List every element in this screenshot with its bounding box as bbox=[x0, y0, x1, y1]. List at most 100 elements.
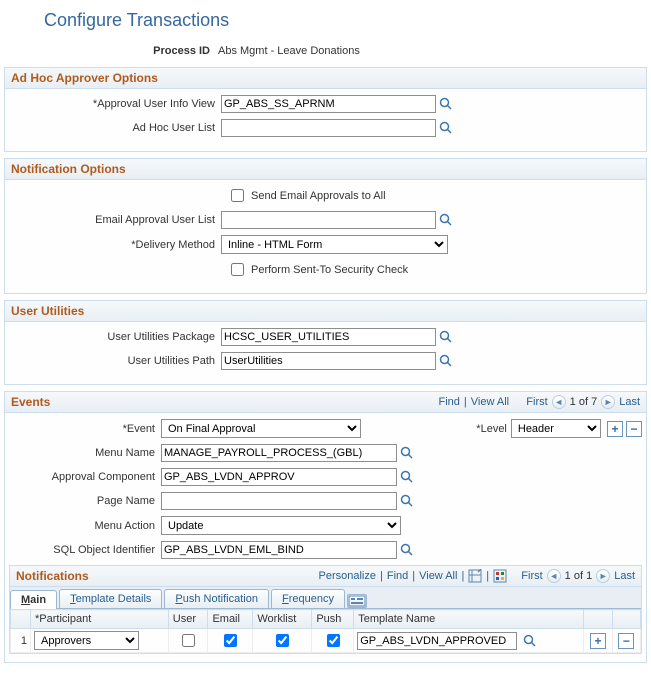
notif-personalize-link[interactable]: Personalize bbox=[319, 570, 376, 582]
notif-find-link[interactable]: Find bbox=[387, 570, 408, 582]
next-icon[interactable]: ► bbox=[601, 395, 615, 409]
col-push: Push bbox=[312, 610, 354, 629]
lookup-icon[interactable] bbox=[439, 121, 453, 135]
show-all-tabs-icon[interactable] bbox=[347, 594, 367, 608]
delivery-method-select[interactable]: Inline - HTML Form bbox=[221, 235, 448, 254]
page-name-input[interactable] bbox=[161, 492, 397, 510]
lookup-icon[interactable] bbox=[400, 470, 414, 484]
table-row: 1 Approvers + − bbox=[11, 629, 641, 653]
lookup-icon[interactable] bbox=[439, 354, 453, 368]
lookup-icon[interactable] bbox=[400, 446, 414, 460]
push-checkbox[interactable] bbox=[327, 634, 340, 647]
worklist-checkbox[interactable] bbox=[276, 634, 289, 647]
user-util-path-label: User Utilities Path bbox=[9, 355, 221, 367]
tab-frequency[interactable]: Frequency bbox=[271, 589, 345, 608]
lookup-icon[interactable] bbox=[400, 494, 414, 508]
adhoc-title: Ad Hoc Approver Options bbox=[11, 71, 158, 85]
user-util-path-input[interactable] bbox=[221, 352, 436, 370]
user-checkbox[interactable] bbox=[182, 634, 195, 647]
events-last-link[interactable]: Last bbox=[619, 396, 640, 408]
process-id-label: Process ID bbox=[4, 45, 216, 57]
delete-row-button[interactable]: − bbox=[618, 633, 634, 649]
add-row-button[interactable]: + bbox=[590, 633, 606, 649]
user-util-package-input[interactable] bbox=[221, 328, 436, 346]
tab-main[interactable]: Main bbox=[10, 590, 57, 609]
process-id-row: Process ID Abs Mgmt - Leave Donations bbox=[4, 41, 647, 67]
notif-opts-header: Notification Options bbox=[5, 159, 646, 180]
events-find-link[interactable]: Find bbox=[439, 396, 460, 408]
template-name-input[interactable] bbox=[357, 632, 517, 650]
notifications-grid: Notifications Personalize | Find | View … bbox=[9, 565, 642, 654]
adhoc-header: Ad Hoc Approver Options bbox=[5, 68, 646, 89]
user-util-package-label: User Utilities Package bbox=[9, 331, 221, 343]
email-approval-user-list-input[interactable] bbox=[221, 211, 436, 229]
events-title: Events bbox=[11, 395, 50, 409]
delete-row-button[interactable]: − bbox=[626, 421, 642, 437]
adhoc-user-list-input[interactable] bbox=[221, 119, 436, 137]
notif-last-link[interactable]: Last bbox=[614, 570, 635, 582]
col-template-name: Template Name bbox=[354, 610, 584, 629]
notif-opts-title: Notification Options bbox=[11, 162, 126, 176]
lookup-icon[interactable] bbox=[439, 97, 453, 111]
lookup-icon[interactable] bbox=[439, 213, 453, 227]
prev-icon[interactable]: ◄ bbox=[552, 395, 566, 409]
page-name-label: Page Name bbox=[9, 495, 161, 507]
delivery-method-label: Delivery Method bbox=[9, 239, 221, 251]
notif-table: Participant User Email Worklist Push Tem… bbox=[10, 609, 641, 653]
events-groupbox: Events Find | View All First ◄ 1 of 7 ► … bbox=[4, 391, 647, 663]
col-participant: Participant bbox=[35, 613, 91, 625]
lookup-icon[interactable] bbox=[400, 543, 414, 557]
user-util-header: User Utilities bbox=[5, 301, 646, 322]
events-viewall-link[interactable]: View All bbox=[471, 396, 509, 408]
menu-action-select[interactable]: Update bbox=[161, 516, 401, 535]
col-email: Email bbox=[208, 610, 253, 629]
zoom-icon[interactable] bbox=[468, 569, 482, 583]
lookup-icon[interactable] bbox=[523, 634, 537, 648]
menu-action-label: Menu Action bbox=[9, 520, 161, 532]
level-select[interactable]: Header bbox=[511, 419, 601, 438]
approval-user-info-view-input[interactable] bbox=[221, 95, 436, 113]
notif-counter: 1 of 1 bbox=[565, 570, 593, 582]
perform-sent-to-checkbox[interactable] bbox=[231, 263, 244, 276]
event-select[interactable]: On Final Approval bbox=[161, 419, 361, 438]
process-id-value: Abs Mgmt - Leave Donations bbox=[216, 45, 360, 57]
send-email-all-label: Send Email Approvals to All bbox=[251, 190, 386, 202]
adhoc-user-list-label: Ad Hoc User List bbox=[9, 122, 221, 134]
download-icon[interactable] bbox=[493, 569, 507, 583]
approval-component-input[interactable] bbox=[161, 468, 397, 486]
menu-name-input[interactable] bbox=[161, 444, 397, 462]
email-approval-user-list-label: Email Approval User List bbox=[9, 214, 221, 226]
send-email-all-checkbox[interactable] bbox=[231, 189, 244, 202]
row-idx: 1 bbox=[11, 629, 31, 653]
notif-first-link[interactable]: First bbox=[521, 570, 542, 582]
user-utilities-groupbox: User Utilities User Utilities Package Us… bbox=[4, 300, 647, 385]
participant-select[interactable]: Approvers bbox=[34, 631, 139, 650]
page-title: Configure Transactions bbox=[4, 4, 647, 41]
user-util-title: User Utilities bbox=[11, 304, 84, 318]
perform-sent-to-label: Perform Sent-To Security Check bbox=[251, 264, 408, 276]
events-first-link[interactable]: First bbox=[526, 396, 547, 408]
next-icon[interactable]: ► bbox=[596, 569, 610, 583]
notif-tabs: Main Template Details Push Notification … bbox=[10, 587, 641, 609]
approval-component-label: Approval Component bbox=[9, 471, 161, 483]
prev-icon[interactable]: ◄ bbox=[547, 569, 561, 583]
email-checkbox[interactable] bbox=[224, 634, 237, 647]
notification-options-groupbox: Notification Options Send Email Approval… bbox=[4, 158, 647, 294]
lookup-icon[interactable] bbox=[439, 330, 453, 344]
level-label: Level bbox=[476, 423, 511, 435]
notifications-title: Notifications bbox=[16, 569, 89, 583]
tab-push-notification[interactable]: Push Notification bbox=[164, 589, 269, 608]
add-row-button[interactable]: + bbox=[607, 421, 623, 437]
col-worklist: Worklist bbox=[253, 610, 312, 629]
approval-user-info-view-label: Approval User Info View bbox=[9, 98, 221, 110]
col-user: User bbox=[168, 610, 208, 629]
adhoc-groupbox: Ad Hoc Approver Options Approval User In… bbox=[4, 67, 647, 152]
sep: | bbox=[464, 396, 467, 408]
tab-template-details[interactable]: Template Details bbox=[59, 589, 162, 608]
events-counter: 1 of 7 bbox=[570, 396, 598, 408]
events-header: Events Find | View All First ◄ 1 of 7 ► … bbox=[5, 392, 646, 413]
notif-viewall-link[interactable]: View All bbox=[419, 570, 457, 582]
sql-object-input[interactable] bbox=[161, 541, 397, 559]
sql-object-label: SQL Object Identifier bbox=[9, 544, 161, 556]
menu-name-label: Menu Name bbox=[9, 447, 161, 459]
